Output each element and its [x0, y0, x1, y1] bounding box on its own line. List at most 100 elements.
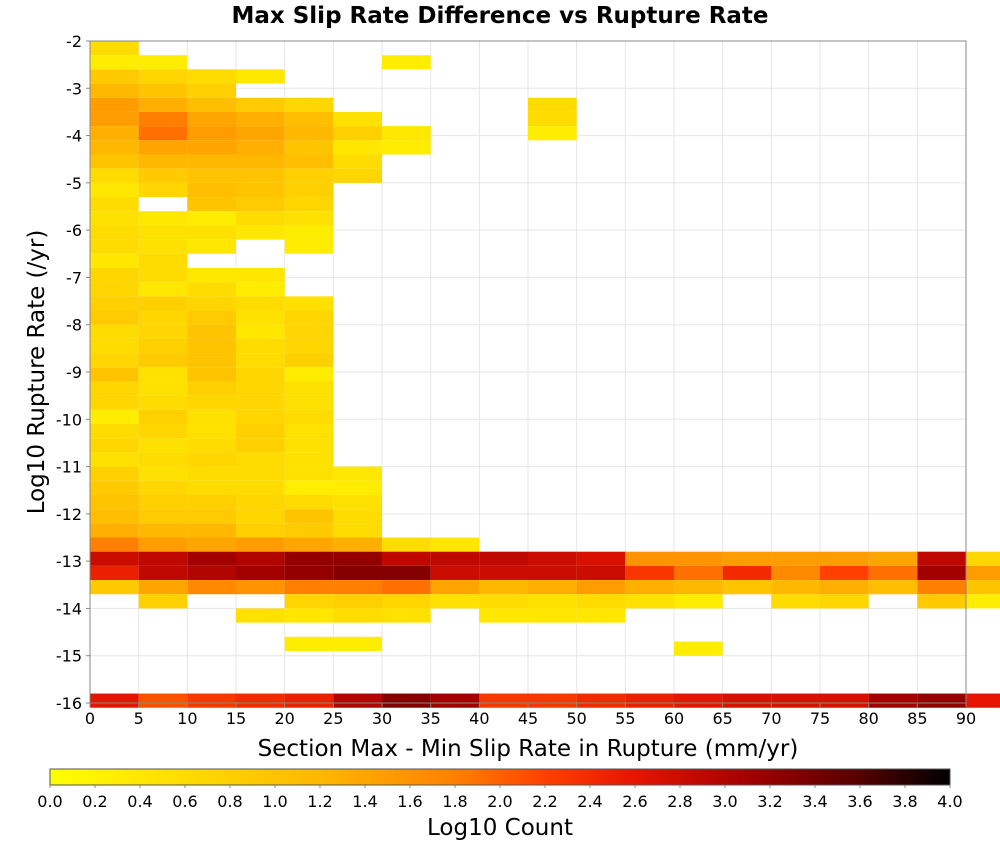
heatmap-cell: [917, 594, 966, 609]
heatmap-cell: [284, 140, 334, 155]
x-tick-label: 60: [664, 709, 684, 728]
colorbar-tick-label: 3.6: [847, 792, 872, 811]
x-tick-label: 90: [956, 709, 976, 728]
heatmap-cell: [917, 693, 966, 708]
heatmap-cell: [187, 182, 236, 198]
heatmap-cell: [187, 424, 236, 439]
heatmap-cell: [625, 594, 674, 609]
heatmap-cell: [333, 154, 382, 169]
heatmap-cell: [138, 338, 188, 354]
heatmap-cells: [90, 41, 1000, 708]
heatmap-cell: [284, 239, 334, 254]
heatmap-cell: [528, 551, 577, 566]
heatmap-cell: [236, 580, 285, 595]
heatmap-cell: [187, 509, 236, 524]
heatmap-cell: [187, 239, 236, 254]
heatmap-cell: [236, 452, 285, 467]
heatmap-cell: [187, 395, 236, 410]
heatmap-cell: [479, 580, 528, 595]
heatmap-cell: [284, 338, 334, 354]
heatmap-cell: [138, 594, 188, 609]
heatmap-cell: [382, 126, 431, 141]
heatmap-cell: [90, 55, 139, 70]
heatmap-cell: [820, 594, 869, 609]
heatmap-cell: [90, 225, 139, 240]
heatmap-cell: [820, 551, 869, 566]
heatmap-cell: [284, 438, 334, 453]
heatmap-cell: [382, 537, 431, 552]
colorbar-tick-label: 2.2: [532, 792, 557, 811]
heatmap-cell: [138, 409, 188, 425]
heatmap-cell: [90, 83, 139, 98]
heatmap-cell: [187, 168, 236, 183]
heatmap-cell: [90, 565, 139, 581]
heatmap-cell: [236, 97, 285, 112]
heatmap-cell: [284, 580, 334, 595]
y-tick-label: -2: [66, 32, 82, 51]
heatmap-cell: [138, 580, 188, 595]
heatmap-cell: [236, 537, 285, 552]
heatmap-cell: [236, 466, 285, 481]
heatmap-cell: [90, 324, 139, 339]
colorbar-tick-label: 0.6: [172, 792, 197, 811]
heatmap-cell: [284, 480, 334, 495]
x-tick-label: 80: [858, 709, 878, 728]
heatmap-cell: [187, 452, 236, 467]
colorbar-tick-label: 0.4: [127, 792, 152, 811]
heatmap-cell: [138, 140, 188, 155]
heatmap-cell: [138, 438, 188, 453]
heatmap-cell: [868, 693, 918, 708]
heatmap-cell: [138, 537, 188, 552]
heatmap-cell: [187, 494, 236, 510]
heatmap-cell: [187, 551, 236, 566]
heatmap-cell: [722, 580, 772, 595]
x-tick-label: 75: [810, 709, 830, 728]
heatmap-cell: [528, 580, 577, 595]
heatmap-cell: [187, 438, 236, 453]
x-tick-label: 50: [566, 709, 586, 728]
heatmap-cell: [138, 693, 188, 708]
heatmap-cell: [138, 267, 188, 283]
heatmap-cell: [284, 225, 334, 240]
heatmap-cell: [820, 565, 869, 581]
heatmap-cell: [382, 140, 431, 155]
heatmap-cell: [284, 452, 334, 467]
heatmap-cell: [284, 126, 334, 141]
heatmap-cell: [90, 211, 139, 226]
heatmap-cell: [138, 381, 188, 396]
colorbar-tick-label: 3.8: [892, 792, 917, 811]
x-tick-label: 10: [177, 709, 197, 728]
heatmap-cell: [382, 608, 431, 623]
heatmap-cell: [820, 693, 869, 708]
heatmap-cell: [284, 168, 334, 183]
heatmap-cell: [284, 310, 334, 325]
heatmap-cell: [138, 83, 188, 98]
heatmap-cell: [333, 580, 382, 595]
heatmap-cell: [187, 537, 236, 552]
heatmap-cell: [90, 693, 139, 708]
heatmap-cell: [187, 310, 236, 325]
y-tick-label: -10: [56, 410, 82, 429]
colorbar-tick-label: 1.4: [352, 792, 377, 811]
x-tick-label: 70: [761, 709, 781, 728]
colorbar-ticks: 0.0 0.2 0.4 0.6 0.8 1.0 1.2 1.4 1.6 1.8 2.0 2.2 2.4 2…: [37, 785, 963, 811]
heatmap-cell: [90, 41, 139, 56]
heatmap-cell: [138, 296, 188, 311]
heatmap-cell: [284, 381, 334, 396]
heatmap-cell: [90, 480, 139, 495]
heatmap-cell: [382, 693, 431, 708]
x-tick-label: 40: [469, 709, 489, 728]
heatmap-cell: [90, 97, 139, 112]
colorbar-tick-label: 1.6: [397, 792, 422, 811]
heatmap-cell: [528, 594, 577, 609]
heatmap-cell: [382, 565, 431, 581]
heatmap-cell: [90, 111, 139, 127]
heatmap-cell: [236, 211, 285, 226]
heatmap-cell: [528, 111, 577, 127]
y-tick-label: -13: [56, 552, 82, 571]
heatmap-cell: [625, 693, 674, 708]
heatmap-cell: [138, 182, 188, 198]
colorbar-tick-label: 2.0: [487, 792, 512, 811]
heatmap-cell: [430, 693, 480, 708]
colorbar-tick-label: 2.6: [622, 792, 647, 811]
